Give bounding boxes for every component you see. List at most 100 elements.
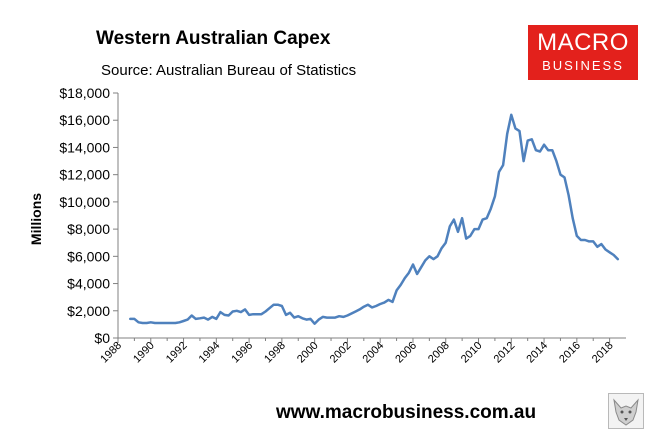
y-tick-label: $6,000 [67,248,110,264]
data-point [289,312,291,314]
y-tick-label: $4,000 [67,276,110,292]
data-point [477,228,479,230]
data-point [264,310,266,312]
data-point [395,289,397,291]
data-point [236,310,238,312]
data-point [240,311,242,313]
data-point [412,263,414,265]
data-point [486,217,488,219]
logo-line-business: BUSINESS [542,58,624,73]
data-point [305,318,307,320]
data-point [436,255,438,257]
y-tick-label: $0 [94,330,110,346]
data-point [363,306,365,308]
data-point [211,316,213,318]
data-point [129,318,131,320]
data-point [232,310,234,312]
x-tick-label: 2012 [492,340,518,366]
macrobusiness-logo: MACRO BUSINESS [528,25,638,80]
data-point [326,316,328,318]
data-point [506,133,508,135]
data-point [227,314,229,316]
data-point [588,240,590,242]
data-point [133,318,135,320]
data-point [592,240,594,242]
data-point [424,259,426,261]
data-point [518,130,520,132]
data-point [379,303,381,305]
data-point [416,273,418,275]
x-tick-label: 2014 [524,340,550,366]
data-point [567,194,569,196]
data-point [281,305,283,307]
data-point [367,304,369,306]
data-point [445,242,447,244]
data-point [244,308,246,310]
data-point [531,138,533,140]
data-point [285,314,287,316]
data-point [223,314,225,316]
x-tick-label: 1994 [197,340,223,366]
data-point [457,231,459,233]
data-point [195,318,197,320]
data-point [297,315,299,317]
data-point [268,307,270,309]
data-point [547,149,549,151]
x-tick-label: 1996 [229,340,255,366]
data-point [473,228,475,230]
data-point [584,239,586,241]
data-point [576,235,578,237]
data-point [158,322,160,324]
data-point [150,321,152,323]
data-point [191,314,193,316]
footer-url: www.macrobusiness.com.au [276,402,537,423]
data-point [596,246,598,248]
data-point [252,313,254,315]
x-tick-label: 2004 [361,340,387,366]
data-point [559,174,561,176]
data-point [260,313,262,315]
data-point [613,254,615,256]
data-point [465,237,467,239]
data-point [420,266,422,268]
y-tick-label: $12,000 [59,167,110,183]
data-point [186,318,188,320]
data-point [453,218,455,220]
x-tick-label: 1990 [131,340,157,366]
data-point [617,258,619,260]
data-point [383,301,385,303]
data-point [277,304,279,306]
data-point [408,272,410,274]
data-point [330,316,332,318]
data-point [199,317,201,319]
data-point [543,144,545,146]
x-tick-label: 2018 [590,340,616,366]
data-point [428,255,430,257]
y-tick-label: $8,000 [67,221,110,237]
data-point [432,258,434,260]
data-point [141,322,143,324]
chart-subtitle: Source: Australian Bureau of Statistics [101,62,357,79]
data-point [449,225,451,227]
data-point [203,316,205,318]
data-point [174,322,176,324]
data-point [600,243,602,245]
x-tick-label: 2000 [295,340,321,366]
data-point [440,247,442,249]
data-point [178,321,180,323]
data-point [301,317,303,319]
chart-title: Western Australian Capex [96,28,331,49]
logo-line-macro: MACRO [537,29,629,56]
data-point [375,305,377,307]
data-point [494,195,496,197]
x-tick-label: 2008 [426,340,452,366]
data-point [498,171,500,173]
data-point [514,127,516,129]
y-tick-label: $10,000 [59,194,110,210]
x-tick-label: 2016 [557,340,583,366]
data-point [502,164,504,166]
data-point [334,316,336,318]
data-point [572,217,574,219]
data-point [273,304,275,306]
